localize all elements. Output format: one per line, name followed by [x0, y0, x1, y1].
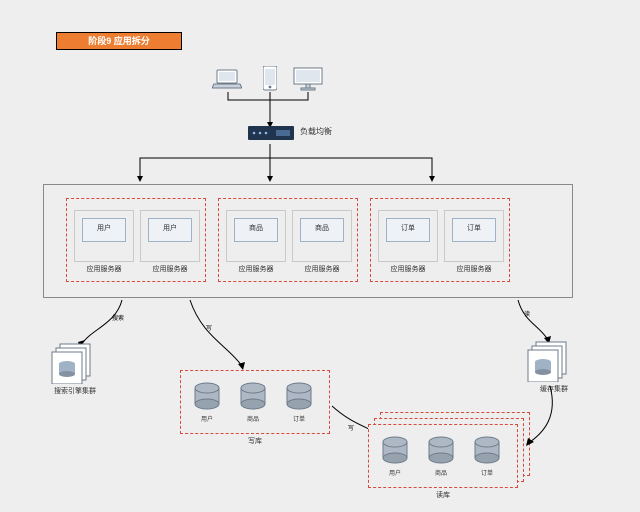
grp-order-srv2-inner-label: 订单	[452, 223, 496, 233]
read-db-label: 读库	[368, 490, 518, 500]
read-db-l3: 订单	[472, 468, 502, 477]
search-cluster-label: 搜索引擎集群	[40, 386, 110, 396]
grp-user-srv2-label: 应用服务器	[140, 264, 200, 274]
read-db-cyl-3	[472, 436, 502, 466]
write-db-label: 写库	[180, 436, 330, 446]
svg-text:搜索: 搜索	[112, 314, 124, 322]
grp-product-srv1-inner-label: 商品	[234, 223, 278, 233]
grp-user-srv1-inner-label: 用户	[82, 223, 126, 233]
diagram-canvas: 阶段9 应用拆分	[0, 0, 640, 512]
svg-text:读: 读	[524, 310, 530, 318]
stage-title-text: 阶段9 应用拆分	[88, 36, 150, 46]
grp-user-srv2-inner-label: 用户	[148, 223, 192, 233]
write-db-cyl-2	[238, 382, 268, 412]
cache-to-read-line	[514, 382, 584, 462]
write-db-cyl-3	[284, 382, 314, 412]
svg-text:写: 写	[348, 425, 354, 432]
read-db-cyl-1	[380, 436, 410, 466]
grp-user-srv1-label: 应用服务器	[74, 264, 134, 274]
write-db-l2: 商品	[238, 414, 268, 423]
lb-fanout	[84, 140, 464, 190]
grp-product-srv1-label: 应用服务器	[226, 264, 286, 274]
read-db-l2: 商品	[426, 468, 456, 477]
write-db-l1: 用户	[192, 414, 222, 423]
load-balancer-label: 负载均衡	[300, 126, 332, 137]
read-db-cyl-2	[426, 436, 456, 466]
stage-title: 阶段9 应用拆分	[56, 32, 182, 50]
search-cluster-icon	[50, 340, 98, 384]
read-db-l1: 用户	[380, 468, 410, 477]
cache-cluster-icon	[526, 338, 574, 382]
write-db-l3: 订单	[284, 414, 314, 423]
grp-product-srv2-label: 应用服务器	[292, 264, 352, 274]
grp-order-srv1-inner-label: 订单	[386, 223, 430, 233]
svg-text:写: 写	[206, 325, 212, 332]
write-db-cyl-1	[192, 382, 222, 412]
grp-product-srv2-inner-label: 商品	[300, 223, 344, 233]
grp-order-srv2-label: 应用服务器	[444, 264, 504, 274]
grp-order-srv1-label: 应用服务器	[378, 264, 438, 274]
